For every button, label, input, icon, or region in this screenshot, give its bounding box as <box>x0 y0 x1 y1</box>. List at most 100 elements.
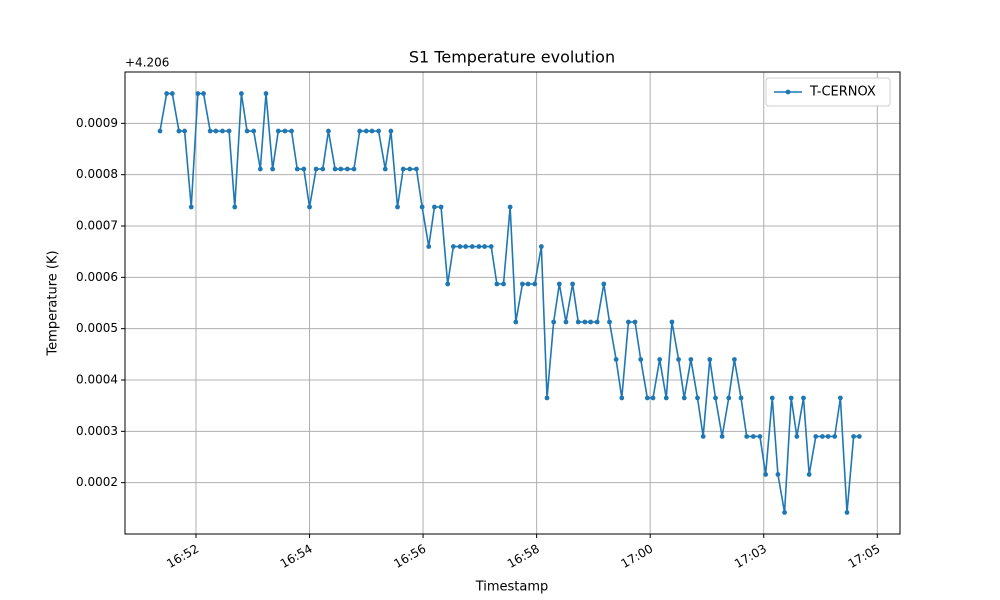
data-point <box>476 244 482 249</box>
data-point <box>570 281 575 287</box>
y-offset-label: +4.206 <box>125 56 169 70</box>
data-point <box>438 204 444 210</box>
data-point <box>388 128 394 134</box>
data-point <box>326 128 331 134</box>
data-point <box>445 281 451 287</box>
data-point <box>532 281 538 287</box>
data-point <box>663 395 669 401</box>
x-tick-label: 17:00 <box>618 542 655 571</box>
data-point <box>244 128 250 134</box>
legend-label: T-CERNOX <box>809 85 876 100</box>
data-point <box>851 434 857 439</box>
data-point <box>601 281 607 287</box>
data-point <box>525 281 531 287</box>
data-point <box>626 319 631 325</box>
data-point <box>507 204 513 210</box>
data-point <box>164 91 170 96</box>
data-point <box>713 395 718 401</box>
data-point <box>494 281 500 287</box>
x-tick-label: 16:58 <box>505 542 542 571</box>
data-point <box>363 128 369 134</box>
data-point <box>669 319 675 325</box>
data-point <box>282 128 288 134</box>
data-point <box>794 434 800 439</box>
data-point <box>289 128 294 134</box>
data-point <box>582 319 588 325</box>
data-line <box>159 92 860 513</box>
data-point <box>395 204 400 210</box>
data-point <box>763 472 769 477</box>
data-point <box>638 357 644 362</box>
data-point <box>650 395 656 401</box>
data-point <box>538 244 544 249</box>
data-point <box>644 395 650 401</box>
data-point <box>270 166 276 172</box>
data-point <box>238 91 244 96</box>
data-point <box>213 128 219 134</box>
data-point <box>775 472 781 477</box>
data-point <box>482 244 487 249</box>
data-point <box>320 166 326 172</box>
data-point <box>469 244 475 249</box>
data-point <box>414 166 419 172</box>
y-tick-label: 0.0008 <box>76 167 118 181</box>
plot-frame <box>124 71 901 535</box>
data-point <box>426 244 432 249</box>
x-tick-label: 16:56 <box>391 542 428 571</box>
data-point <box>432 204 437 210</box>
data-point <box>376 128 382 134</box>
data-point <box>157 128 163 134</box>
data-point <box>726 395 732 401</box>
data-point <box>750 434 756 439</box>
data-point <box>407 166 413 172</box>
data-point <box>263 91 269 96</box>
data-point <box>769 395 775 401</box>
data-point <box>251 128 257 134</box>
y-axis-label: Temperature (K) <box>46 250 61 356</box>
data-point <box>207 128 213 134</box>
data-point <box>457 244 463 249</box>
data-point <box>182 128 188 134</box>
data-point <box>657 357 663 362</box>
data-point <box>544 395 550 401</box>
data-point <box>676 357 681 362</box>
data-point <box>575 319 581 325</box>
data-point <box>463 244 469 249</box>
data-point <box>344 166 350 172</box>
data-point <box>338 166 344 172</box>
data-point <box>700 434 706 439</box>
data-point <box>856 434 862 439</box>
data-point <box>351 166 357 172</box>
data-point <box>806 472 812 477</box>
data-point <box>813 434 819 439</box>
data-point <box>588 319 593 325</box>
x-tick-label: 17:03 <box>732 542 769 571</box>
data-point <box>681 395 687 401</box>
y-tick-label: 0.0002 <box>76 475 118 489</box>
data-point <box>220 128 225 134</box>
data-point <box>613 357 619 362</box>
data-point <box>450 244 456 249</box>
data-point <box>176 128 182 134</box>
data-point <box>551 319 557 325</box>
data-point <box>488 244 494 249</box>
data-point <box>556 281 562 287</box>
data-point <box>307 204 312 210</box>
data-point <box>357 128 363 134</box>
data-point <box>820 434 825 439</box>
data-point <box>632 319 638 325</box>
data-point <box>788 395 794 401</box>
data-point <box>695 395 700 401</box>
data-point <box>719 434 725 439</box>
data-point <box>188 204 194 210</box>
data-point <box>837 395 843 401</box>
data-point <box>801 395 806 401</box>
data-point <box>707 357 713 362</box>
data-point <box>382 166 388 172</box>
data-point <box>301 166 307 172</box>
data-point <box>563 319 569 325</box>
data-point <box>520 281 525 287</box>
data-point <box>201 91 206 96</box>
data-point <box>369 128 375 134</box>
x-tick-label: 16:54 <box>278 542 315 571</box>
